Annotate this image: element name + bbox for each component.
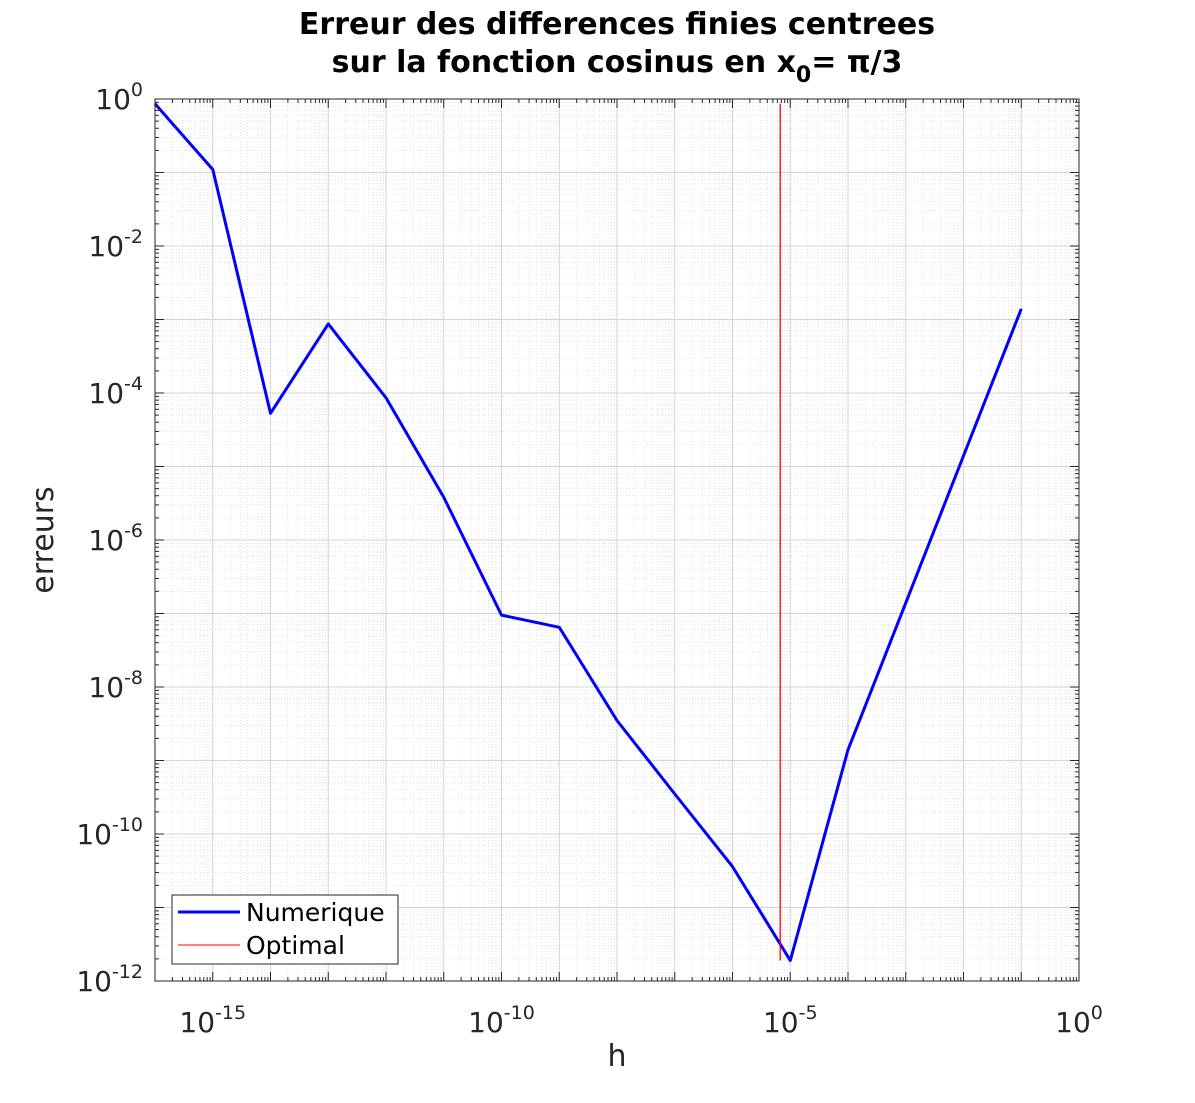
- legend-label-numerique: Numerique: [246, 898, 385, 927]
- y-tick-label: 100: [95, 79, 143, 116]
- y-tick-label: 10-4: [88, 373, 143, 410]
- legend-label-optimal: Optimal: [246, 931, 345, 960]
- y-axis-label: erreurs: [26, 486, 61, 593]
- title-line2-suffix: = π/3: [811, 45, 902, 80]
- x-axis-label: h: [607, 1039, 626, 1074]
- legend-box: [171, 894, 399, 965]
- ticks-layer: 10-15 10-10 10-5 100 100 10-2 10-4 10-6 10-8 10-1…: [76, 79, 1103, 1039]
- y-tick-label: 10-8: [88, 667, 143, 704]
- legend: Numerique Optimal: [171, 894, 399, 965]
- chart-title-line1: Erreur des differences finies centrees: [299, 7, 935, 42]
- series-layer: [153, 102, 1023, 962]
- x-tick-label: 10-15: [179, 1002, 246, 1039]
- title-line2-subscript: 0: [796, 63, 811, 88]
- y-tick-label: 10-6: [88, 520, 143, 557]
- chart-title-line2: sur la fonction cosinus en x0= π/3: [332, 45, 903, 88]
- y-tick-label: 10-12: [76, 961, 143, 998]
- y-tick-label: 10-2: [88, 226, 143, 263]
- x-tick-label: 100: [1055, 1002, 1103, 1039]
- y-tick-label: 10-10: [76, 814, 143, 851]
- x-tick-label: 10-5: [763, 1002, 818, 1039]
- title-line2-prefix: sur la fonction cosinus en x: [332, 45, 796, 80]
- x-tick-label: 10-10: [468, 1002, 535, 1039]
- grid: [154, 98, 1080, 982]
- series-line-numerique: [153, 102, 1023, 962]
